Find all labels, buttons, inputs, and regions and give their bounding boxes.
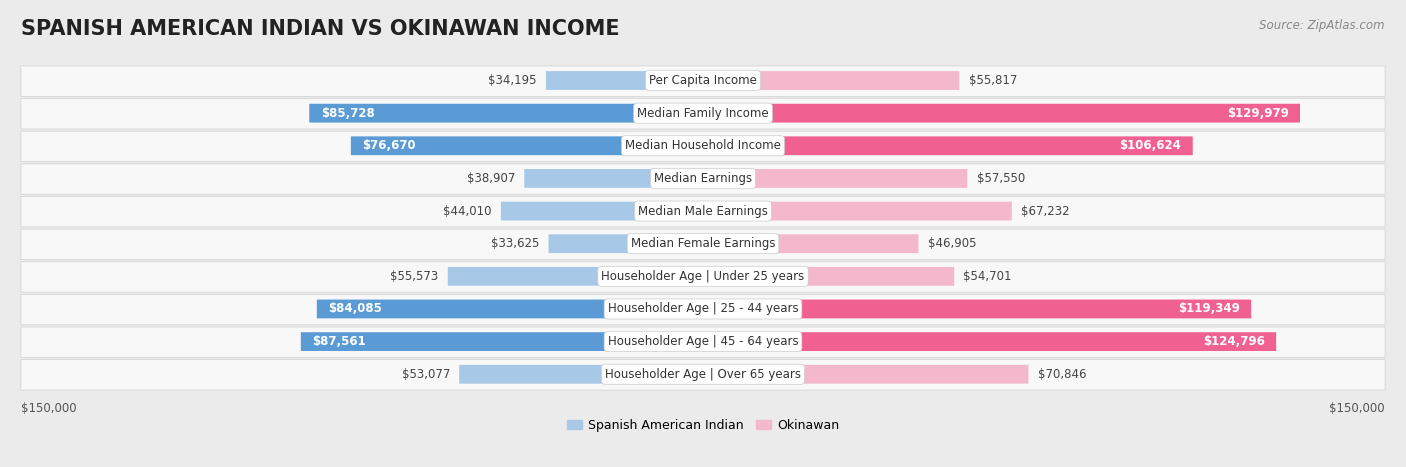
FancyBboxPatch shape xyxy=(524,169,703,188)
FancyBboxPatch shape xyxy=(316,299,703,318)
Text: $84,085: $84,085 xyxy=(328,303,382,316)
Text: $34,195: $34,195 xyxy=(488,74,537,87)
FancyBboxPatch shape xyxy=(21,229,1385,260)
Text: $44,010: $44,010 xyxy=(443,205,492,218)
FancyBboxPatch shape xyxy=(501,202,703,220)
FancyBboxPatch shape xyxy=(548,234,703,253)
Text: Householder Age | 25 - 44 years: Householder Age | 25 - 44 years xyxy=(607,303,799,316)
FancyBboxPatch shape xyxy=(21,294,1385,325)
Text: Householder Age | Over 65 years: Householder Age | Over 65 years xyxy=(605,368,801,381)
FancyBboxPatch shape xyxy=(703,299,1251,318)
FancyBboxPatch shape xyxy=(703,71,959,90)
Text: $53,077: $53,077 xyxy=(402,368,450,381)
FancyBboxPatch shape xyxy=(309,104,703,122)
FancyBboxPatch shape xyxy=(21,327,1385,357)
Text: $57,550: $57,550 xyxy=(977,172,1025,185)
Text: SPANISH AMERICAN INDIAN VS OKINAWAN INCOME: SPANISH AMERICAN INDIAN VS OKINAWAN INCO… xyxy=(21,19,620,39)
FancyBboxPatch shape xyxy=(21,66,1385,96)
Text: $46,905: $46,905 xyxy=(928,237,976,250)
FancyBboxPatch shape xyxy=(546,71,703,90)
Text: $70,846: $70,846 xyxy=(1038,368,1085,381)
Text: $129,979: $129,979 xyxy=(1226,106,1288,120)
Text: Source: ZipAtlas.com: Source: ZipAtlas.com xyxy=(1260,19,1385,32)
FancyBboxPatch shape xyxy=(21,99,1385,129)
Text: Median Family Income: Median Family Income xyxy=(637,106,769,120)
FancyBboxPatch shape xyxy=(301,332,703,351)
Text: $85,728: $85,728 xyxy=(321,106,374,120)
Text: Median Earnings: Median Earnings xyxy=(654,172,752,185)
FancyBboxPatch shape xyxy=(703,202,1012,220)
FancyBboxPatch shape xyxy=(703,136,1192,155)
Text: $150,000: $150,000 xyxy=(21,402,76,415)
FancyBboxPatch shape xyxy=(352,136,703,155)
FancyBboxPatch shape xyxy=(703,267,955,286)
FancyBboxPatch shape xyxy=(703,104,1301,122)
Text: $150,000: $150,000 xyxy=(1330,402,1385,415)
Text: $55,817: $55,817 xyxy=(969,74,1017,87)
FancyBboxPatch shape xyxy=(703,332,1277,351)
Text: $54,701: $54,701 xyxy=(963,270,1012,283)
FancyBboxPatch shape xyxy=(21,360,1385,390)
Text: $55,573: $55,573 xyxy=(391,270,439,283)
Text: $38,907: $38,907 xyxy=(467,172,515,185)
Text: Median Household Income: Median Household Income xyxy=(626,139,780,152)
FancyBboxPatch shape xyxy=(703,169,967,188)
Text: $119,349: $119,349 xyxy=(1178,303,1240,316)
Text: Median Male Earnings: Median Male Earnings xyxy=(638,205,768,218)
Text: Median Female Earnings: Median Female Earnings xyxy=(631,237,775,250)
FancyBboxPatch shape xyxy=(703,365,1028,384)
FancyBboxPatch shape xyxy=(21,197,1385,227)
FancyBboxPatch shape xyxy=(460,365,703,384)
FancyBboxPatch shape xyxy=(21,131,1385,162)
Text: $106,624: $106,624 xyxy=(1119,139,1181,152)
FancyBboxPatch shape xyxy=(447,267,703,286)
Text: Householder Age | 45 - 64 years: Householder Age | 45 - 64 years xyxy=(607,335,799,348)
Text: $76,670: $76,670 xyxy=(363,139,416,152)
FancyBboxPatch shape xyxy=(21,262,1385,292)
Text: Householder Age | Under 25 years: Householder Age | Under 25 years xyxy=(602,270,804,283)
FancyBboxPatch shape xyxy=(703,234,918,253)
Legend: Spanish American Indian, Okinawan: Spanish American Indian, Okinawan xyxy=(561,414,845,437)
Text: $67,232: $67,232 xyxy=(1021,205,1070,218)
FancyBboxPatch shape xyxy=(21,164,1385,194)
Text: $87,561: $87,561 xyxy=(312,335,366,348)
Text: $33,625: $33,625 xyxy=(491,237,540,250)
Text: Per Capita Income: Per Capita Income xyxy=(650,74,756,87)
Text: $124,796: $124,796 xyxy=(1202,335,1265,348)
